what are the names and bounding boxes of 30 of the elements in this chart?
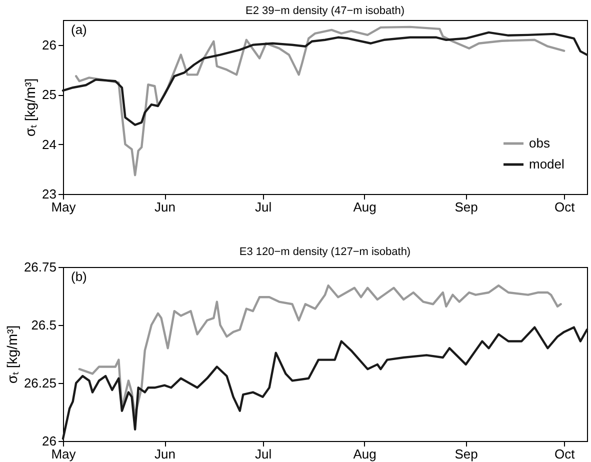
x-tick-label: Aug bbox=[353, 446, 376, 462]
y-tick-label: 26 bbox=[42, 434, 56, 448]
x-tick-label: Jul bbox=[254, 446, 272, 462]
x-tick-label: May bbox=[51, 446, 76, 462]
y-tick-label: 26.25 bbox=[24, 376, 56, 390]
annotation: (a) bbox=[71, 22, 87, 37]
x-tick-label: Jul bbox=[254, 200, 272, 214]
line-series bbox=[78, 284, 562, 417]
y-tick-label: 24 bbox=[42, 136, 56, 152]
y-tick-label: 26 bbox=[42, 37, 56, 52]
legend-label: obs bbox=[529, 136, 550, 150]
y-tick-label: 26.5 bbox=[31, 318, 56, 332]
y-axis-title: σₜ [kg/m³] bbox=[4, 325, 20, 384]
annotation: (b) bbox=[71, 269, 87, 284]
x-tick-label: Jun bbox=[154, 200, 176, 214]
x-tick-label: Jun bbox=[154, 446, 176, 462]
chart-title: E2 39−m density (47−m isobath) bbox=[246, 5, 404, 17]
x-tick-label: Aug bbox=[353, 200, 376, 214]
x-tick-label: Sep bbox=[454, 446, 478, 462]
y-tick-label: 23 bbox=[42, 186, 56, 202]
chart-title: E3 120−m density (127−m isobath) bbox=[239, 246, 411, 258]
x-tick-label: Oct bbox=[554, 200, 576, 214]
y-axis-title: σₜ [kg/m³] bbox=[22, 78, 38, 137]
y-tick-label: 26.75 bbox=[24, 260, 56, 274]
line-series bbox=[62, 326, 588, 440]
x-tick-label: Sep bbox=[454, 200, 478, 214]
legend-label: model bbox=[529, 156, 565, 172]
x-tick-label: Oct bbox=[554, 446, 576, 462]
y-tick-label: 25 bbox=[42, 87, 56, 102]
x-tick-label: May bbox=[51, 200, 76, 214]
